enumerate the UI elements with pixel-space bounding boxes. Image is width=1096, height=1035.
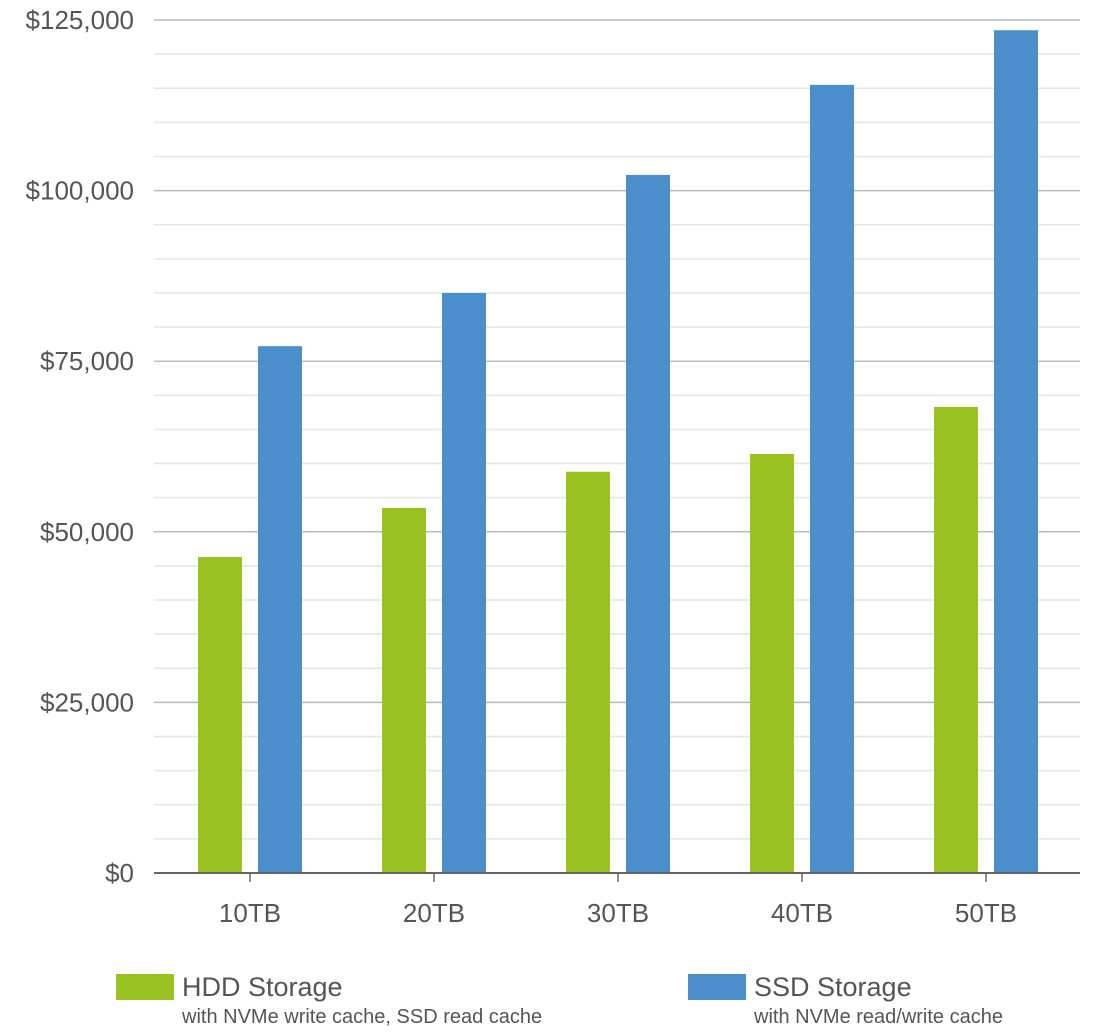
- y-tick-label: $75,000: [40, 346, 134, 376]
- bar-chart: $0 $25,000 $50,000 $75,000 $100,000 $125,000 1…: [26, 5, 1080, 928]
- legend-label-ssd: SSD Storage: [754, 972, 912, 1002]
- y-tick-label: $125,000: [26, 5, 134, 35]
- y-tick-label: $25,000: [40, 687, 134, 717]
- bar-ssd-40TB: [810, 84, 854, 873]
- x-tick-label: 20TB: [403, 898, 465, 928]
- x-tick-label: 30TB: [587, 898, 649, 928]
- x-tick-label: 10TB: [219, 898, 281, 928]
- y-tick-label: $50,000: [40, 517, 134, 547]
- legend-hdd: HDD Storage with NVMe write cache, SSD r…: [116, 970, 542, 1030]
- bar-hdd-50TB: [934, 406, 978, 873]
- bar-hdd-20TB: [382, 507, 426, 873]
- bar-ssd-50TB: [994, 30, 1038, 873]
- bar-hdd-40TB: [750, 454, 794, 873]
- bar-hdd-10TB: [198, 557, 242, 873]
- x-tick-label: 40TB: [771, 898, 833, 928]
- y-tick-label: $100,000: [26, 176, 134, 206]
- legend-swatch-hdd: [116, 974, 174, 1000]
- bar-ssd-20TB: [442, 292, 486, 874]
- y-tick-label: $0: [105, 858, 134, 888]
- legend-ssd: SSD Storage with NVMe read/write cache: [688, 970, 1003, 1030]
- legend-swatch-ssd: [688, 974, 746, 1000]
- bar-ssd-10TB: [258, 346, 302, 873]
- legend-subtitle-ssd: with NVMe read/write cache: [754, 1006, 1003, 1028]
- legend-label-hdd: HDD Storage: [182, 972, 343, 1002]
- bar-ssd-30TB: [626, 174, 670, 874]
- bar-hdd-30TB: [566, 471, 610, 873]
- x-tick-label: 50TB: [955, 898, 1017, 928]
- legend-subtitle-hdd: with NVMe write cache, SSD read cache: [182, 1006, 543, 1028]
